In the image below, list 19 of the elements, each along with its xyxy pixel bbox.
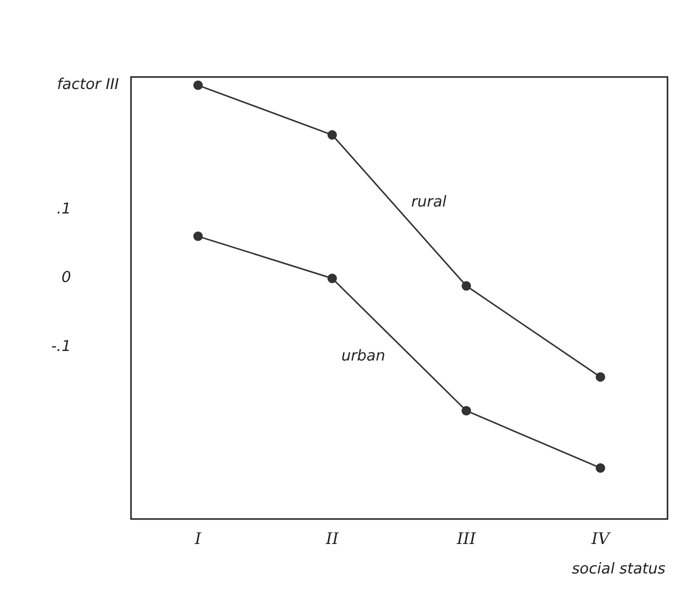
point: [327, 130, 337, 140]
point: [596, 372, 606, 382]
point: [462, 281, 472, 291]
series-label: urban: [341, 346, 386, 364]
y-tick-label: -.1: [51, 337, 71, 356]
x-axis-title: social status: [572, 559, 666, 578]
point: [596, 463, 606, 473]
x-tick-label: III: [456, 528, 476, 548]
x-tick-label: II: [324, 528, 340, 548]
x-tick-label: I: [194, 528, 202, 548]
point: [193, 232, 203, 242]
point: [462, 406, 472, 416]
series-label: rural: [411, 192, 448, 210]
y-tick-label: 0: [61, 268, 71, 286]
y-axis-title: factor III: [57, 74, 120, 93]
x-tick-label: IV: [590, 528, 611, 548]
point: [327, 274, 337, 284]
y-tick-label: .1: [56, 199, 71, 218]
point: [193, 80, 203, 90]
